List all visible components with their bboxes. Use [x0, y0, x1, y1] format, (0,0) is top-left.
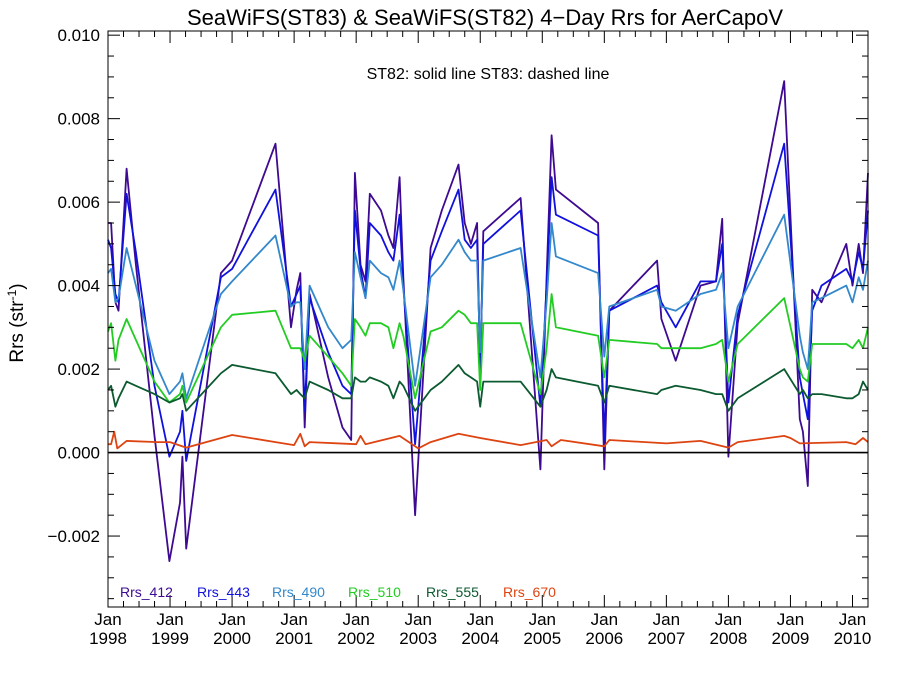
- x-tick-month: Jan: [529, 610, 556, 629]
- series-line-rrs-510: [107, 293, 869, 404]
- x-tick-month: Jan: [404, 610, 431, 629]
- axes-layer: −0.0020.0000.0020.0040.0060.0080.010Jan1…: [48, 26, 872, 648]
- y-axis-label-close: ): [7, 283, 28, 289]
- y-axis-label: Rrs (str-1): [5, 283, 28, 362]
- x-tick-month: Jan: [777, 610, 804, 629]
- legend-entry-rrs-555: Rrs_555: [426, 584, 479, 600]
- x-tick-year: 2001: [275, 629, 313, 648]
- x-tick-month: Jan: [467, 610, 494, 629]
- x-tick-year: 2009: [772, 629, 810, 648]
- x-tick-year: 1999: [151, 629, 189, 648]
- x-tick-month: Jan: [280, 610, 307, 629]
- y-tick-label: 0.008: [57, 110, 100, 129]
- legend-entry-rrs-490: Rrs_490: [272, 584, 325, 600]
- series-line-rrs-490: [107, 213, 869, 400]
- legend: Rrs_412 Rrs_443 Rrs_490 Rrs_510 Rrs_555 Rrs_6…: [120, 584, 556, 600]
- y-tick-label: 0.006: [57, 193, 100, 212]
- x-tick-month: Jan: [218, 610, 245, 629]
- x-tick-month: Jan: [653, 610, 680, 629]
- series-line-rrs-412: [108, 80, 869, 562]
- series-line-rrs-555: [107, 364, 869, 412]
- plot-frame: [107, 30, 869, 608]
- x-tick-month: Jan: [839, 610, 866, 629]
- x-tick-month: Jan: [342, 610, 369, 629]
- chart-title: SeaWiFS(ST83) & SeaWiFS(ST82) 4−Day Rrs …: [187, 5, 783, 30]
- y-axis-label-superscript: -1: [5, 289, 19, 300]
- x-tick-year: 2003: [399, 629, 437, 648]
- y-axis-label-main: Rrs (str: [7, 300, 28, 363]
- legend-entry-rrs-443: Rrs_443: [197, 584, 250, 600]
- x-tick-month: Jan: [94, 610, 121, 629]
- x-tick-year: 2006: [585, 629, 623, 648]
- x-tick-year: 2007: [647, 629, 685, 648]
- x-tick-year: 2005: [523, 629, 561, 648]
- x-tick-year: 2004: [461, 629, 499, 648]
- y-tick-label: −0.002: [48, 527, 100, 546]
- series-line-rrs-443: [107, 142, 869, 462]
- y-tick-label: 0.000: [57, 444, 100, 463]
- y-tick-label: 0.010: [57, 26, 100, 45]
- x-tick-year: 2000: [213, 629, 251, 648]
- series-line-rrs-670: [108, 430, 869, 450]
- x-tick-month: Jan: [591, 610, 618, 629]
- x-tick-year: 2010: [834, 629, 872, 648]
- legend-entry-rrs-510: Rrs_510: [348, 584, 401, 600]
- y-tick-label: 0.004: [57, 277, 100, 296]
- x-tick-year: 2002: [337, 629, 375, 648]
- x-tick-year: 1998: [89, 629, 127, 648]
- x-tick-year: 2008: [709, 629, 747, 648]
- y-tick-label: 0.002: [57, 360, 100, 379]
- x-tick-month: Jan: [156, 610, 183, 629]
- chart-subtitle: ST82: solid line ST83: dashed line: [367, 66, 610, 83]
- x-tick-month: Jan: [715, 610, 742, 629]
- series-layer: [107, 80, 869, 562]
- legend-entry-rrs-670: Rrs_670: [503, 584, 556, 600]
- legend-entry-rrs-412: Rrs_412: [120, 584, 173, 600]
